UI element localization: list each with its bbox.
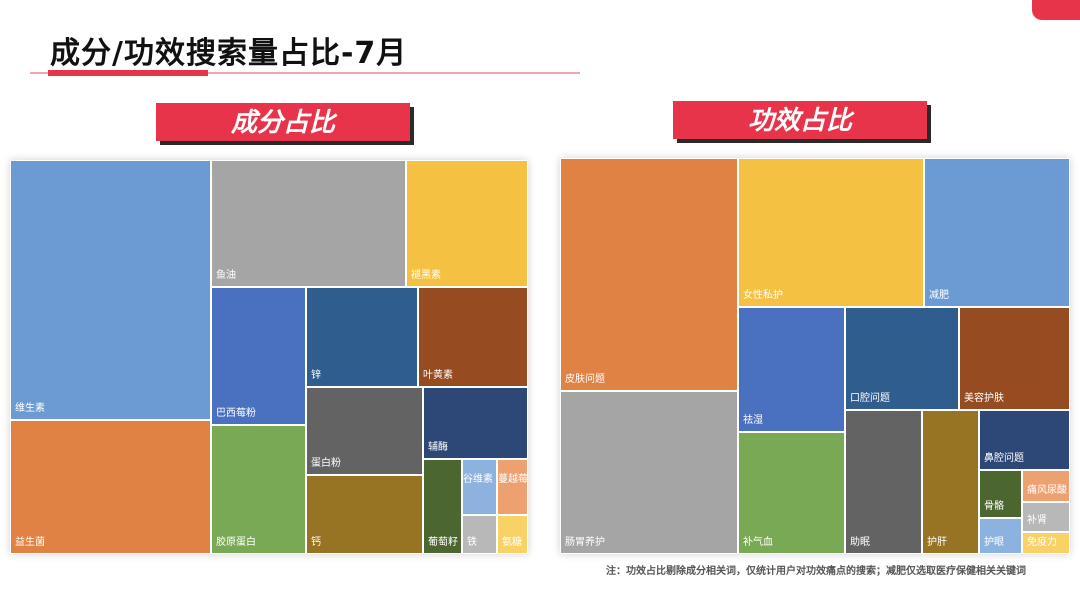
treemap-tile: 叶黄素: [418, 287, 528, 387]
treemap-tile-label: 助眠: [850, 537, 870, 548]
treemap-tile-label: 叶黄素: [423, 370, 453, 381]
page-title: 成分/功效搜索量占比-7月: [50, 36, 408, 71]
treemap-tile-label: 辅酶: [428, 442, 448, 453]
treemap-tile-label: 锌: [311, 370, 321, 381]
treemap-tile-label: 痛风尿酸: [1027, 485, 1067, 496]
ingredient-treemap: 维生素益生菌 鱼油 褪黑素巴西莓粉胶原蛋白 锌 叶黄素蛋白粉钙 辅酶葡萄籽 谷维素 蔓越莓铁 氨…: [10, 160, 528, 554]
treemap-tile-label: 胶原蛋白: [216, 537, 256, 548]
treemap-tile: 护眼: [979, 518, 1022, 554]
treemap-tile: 褪黑素: [406, 160, 528, 287]
treemap-tile: 助眠: [845, 410, 922, 554]
treemap-tile-label: 减肥: [929, 290, 949, 301]
treemap-tile-label: 补气血: [743, 537, 773, 548]
treemap-tile: 鼻腔问题: [979, 410, 1070, 470]
treemap-tile: 辅酶: [423, 387, 528, 459]
treemap-tile-label: 鱼油: [216, 270, 236, 281]
treemap-tile-label: 巴西莓粉: [216, 408, 256, 419]
treemap-tile-label: 女性私护: [743, 290, 783, 301]
treemap-tile: 钙: [306, 475, 423, 554]
treemap-tile-label: 免疫力: [1027, 537, 1057, 548]
treemap-tile: 祛湿: [738, 307, 845, 432]
treemap-tile-label: 祛湿: [743, 415, 763, 426]
treemap-tile: 痛风尿酸: [1022, 470, 1070, 502]
treemap-tile-label: 维生素: [15, 403, 45, 414]
treemap-tile-label: 口腔问题: [850, 393, 890, 404]
treemap-tile-label: 护肝: [927, 537, 947, 548]
treemap-tile-label: 益生菌: [15, 537, 45, 548]
treemap-tile: 免疫力: [1022, 532, 1070, 554]
treemap-tile: 蔓越莓: [497, 459, 528, 515]
treemap-tile-label: 补肾: [1027, 515, 1047, 526]
treemap-tile-label: 铁: [467, 537, 477, 548]
treemap-tile-label: 皮肤问题: [565, 374, 605, 385]
treemap-tile-label: 钙: [311, 537, 321, 548]
treemap-tile: 口腔问题: [845, 307, 959, 410]
treemap-tile: 补肾: [1022, 502, 1070, 532]
treemap-tile: 骨骼: [979, 470, 1022, 518]
ingredient-section-title: 成分占比: [156, 103, 410, 141]
treemap-tile-label: 氨糖: [502, 537, 522, 548]
treemap-tile: 蛋白粉: [306, 387, 423, 475]
treemap-tile-label: 美容护肤: [964, 393, 1004, 404]
footnote: 注：功效占比剔除成分相关词，仅统计用户对功效痛点的搜索；减肥仅选取医疗保健相关关…: [606, 566, 1026, 577]
treemap-tile: 氨糖: [497, 515, 528, 554]
title-underline-accent: [48, 70, 208, 76]
treemap-tile: 鱼油: [211, 160, 406, 287]
treemap-tile-label: 蛋白粉: [311, 458, 341, 469]
title-underline: [30, 72, 580, 74]
treemap-tile: 补气血: [738, 432, 845, 554]
efficacy-treemap: 皮肤问题肠胃养护 女性私护 减肥祛湿补气血 口腔问题 美容护肤助眠 护肝 鼻腔问题骨骼 痛风尿…: [560, 158, 1070, 554]
treemap-tile: 胶原蛋白: [211, 425, 306, 554]
treemap-tile: 益生菌: [10, 420, 211, 554]
treemap-tile-label: 谷维素: [463, 474, 493, 485]
treemap-tile: 护肝: [922, 410, 979, 554]
treemap-tile: 维生素: [10, 160, 211, 420]
efficacy-section-title: 功效占比: [673, 101, 927, 139]
treemap-tile: 肠胃养护: [560, 391, 738, 554]
xiaohongshu-logo: [1032, 0, 1080, 20]
treemap-tile: 减肥: [924, 158, 1070, 307]
treemap-tile-label: 骨骼: [984, 501, 1004, 512]
treemap-tile: 铁: [462, 515, 497, 554]
treemap-tile: 葡萄籽: [423, 459, 462, 554]
treemap-tile-label: 护眼: [984, 537, 1004, 548]
treemap-tile: 女性私护: [738, 158, 924, 307]
treemap-tile-label: 鼻腔问题: [984, 453, 1024, 464]
treemap-tile: 皮肤问题: [560, 158, 738, 391]
treemap-tile: 谷维素: [462, 459, 497, 515]
treemap-tile: 美容护肤: [959, 307, 1070, 410]
treemap-tile-label: 肠胃养护: [565, 537, 605, 548]
treemap-tile-label: 褪黑素: [411, 270, 441, 281]
treemap-tile-label: 葡萄籽: [428, 537, 458, 548]
treemap-tile-label: 蔓越莓: [498, 474, 528, 485]
treemap-tile: 锌: [306, 287, 418, 387]
treemap-tile: 巴西莓粉: [211, 287, 306, 425]
